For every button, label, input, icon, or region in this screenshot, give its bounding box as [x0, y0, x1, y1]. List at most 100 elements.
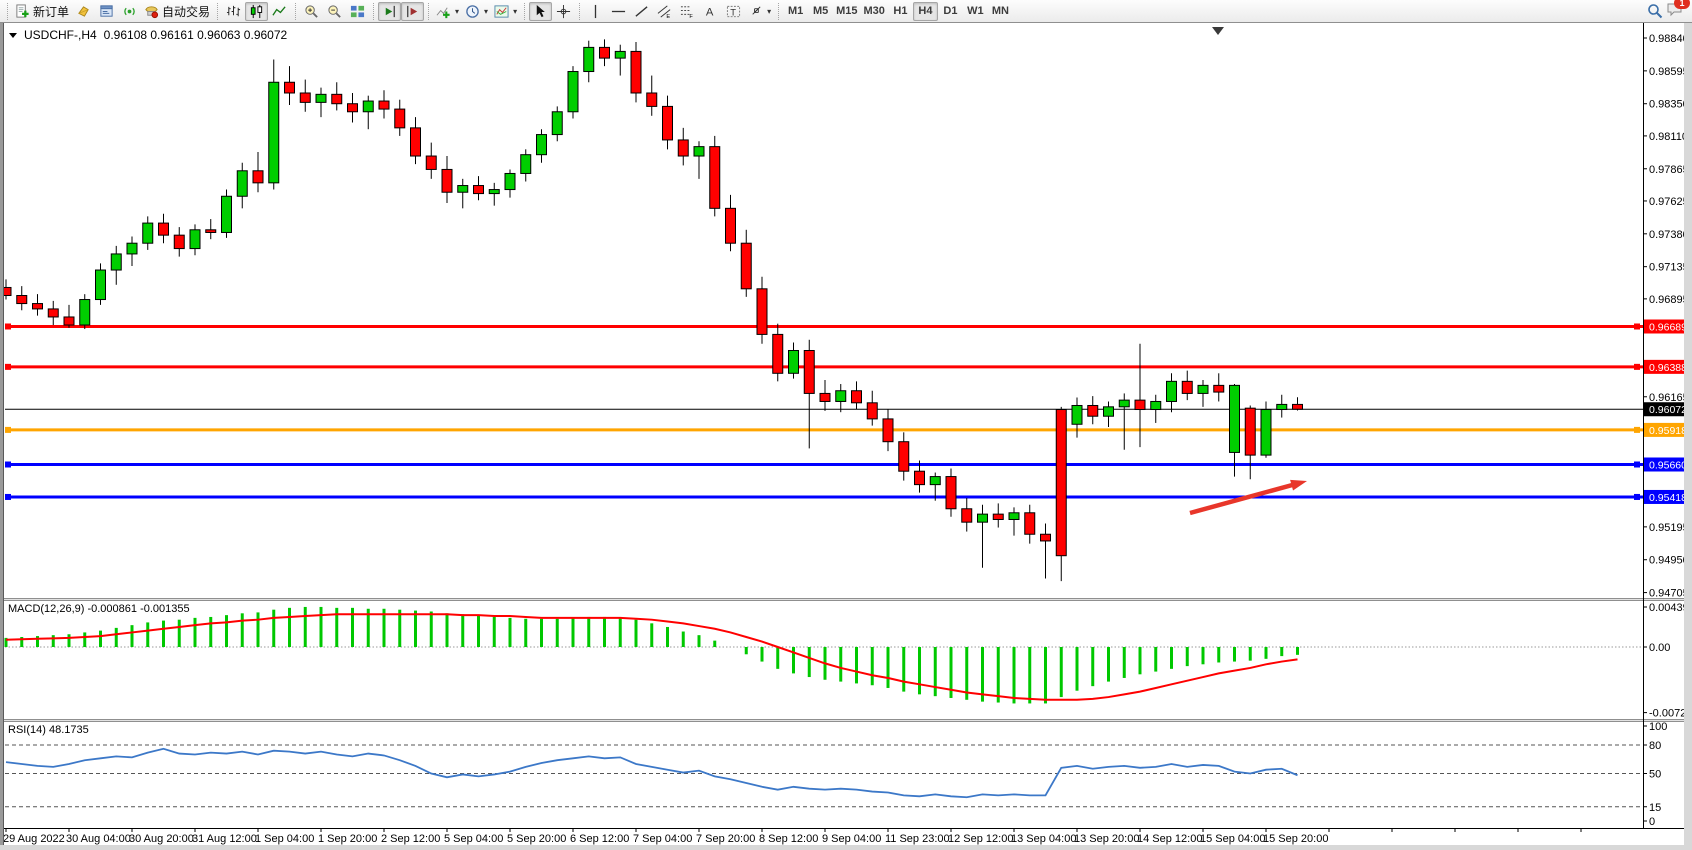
candle-body — [630, 50, 642, 94]
line-handle[interactable] — [5, 363, 11, 370]
horizontal-line-icon — [612, 10, 626, 12]
price-tick-label: 0.98595 — [1649, 66, 1689, 78]
tile-windows-icon — [350, 5, 365, 17]
chart-title[interactable]: USDCHF-,H4 0.96108 0.96161 0.96063 0.960… — [9, 28, 287, 42]
candle-body — [1071, 404, 1083, 425]
pane-separator[interactable] — [0, 719, 1692, 722]
time-tick-label: 8 Sep 12:00 — [759, 833, 818, 845]
horizontal-line-tool-button[interactable] — [607, 2, 630, 21]
svg-text:A: A — [706, 6, 714, 18]
auto-scroll-icon — [385, 5, 395, 17]
auto-trading-button[interactable]: 自动交易 — [141, 2, 213, 21]
macd-signal-line — [5, 613, 1298, 701]
candle-body — [95, 269, 106, 301]
candle-body — [725, 207, 736, 244]
candle-body — [898, 441, 910, 472]
zoom-out-button[interactable] — [323, 2, 346, 21]
macd-pane — [4, 606, 1643, 704]
notifications-button[interactable]: 1 — [1666, 0, 1690, 22]
new-order-label: 新订单 — [33, 4, 70, 19]
vertical-line-tool-button[interactable] — [584, 2, 607, 21]
candle-body — [709, 146, 721, 209]
tab-m1[interactable]: M1 — [787, 5, 804, 17]
tab-m30[interactable]: M30 — [863, 5, 885, 17]
candle-body — [441, 168, 453, 193]
line-handle[interactable] — [1634, 461, 1640, 468]
label-tool-button[interactable]: T — [722, 2, 745, 21]
tile-windows-button[interactable] — [346, 2, 369, 21]
time-tick-label: 7 Sep 04:00 — [633, 833, 692, 845]
tab-m15[interactable]: M15 — [836, 5, 858, 17]
line-handle[interactable] — [5, 493, 11, 500]
candle-body — [599, 46, 610, 59]
bar-chart-icon — [226, 5, 241, 16]
rsi-line — [5, 747, 1298, 799]
chart-shift-icon — [407, 5, 418, 17]
toolbar-grip — [7, 2, 8, 20]
tab-h4[interactable]: H4 — [912, 1, 938, 21]
metaeditor-button[interactable] — [72, 2, 95, 21]
line-chart-mode-button[interactable] — [268, 2, 291, 21]
auto-scroll-button[interactable] — [378, 1, 402, 21]
candle-body — [1134, 399, 1146, 411]
equidistant-channel-tool-button[interactable]: E — [653, 2, 676, 21]
line-handle[interactable] — [5, 323, 11, 330]
line-handle[interactable] — [5, 426, 11, 433]
bar-chart-mode-button[interactable] — [222, 2, 245, 21]
terminal-window-button[interactable] — [95, 2, 118, 21]
channel-icon: E — [657, 5, 671, 19]
chart-shift-button[interactable] — [401, 1, 425, 21]
terminal-window-icon — [100, 4, 113, 17]
tab-h1[interactable]: H1 — [893, 5, 908, 17]
time-tick-label: 5 Sep 20:00 — [507, 833, 566, 845]
candle-body — [1260, 409, 1272, 456]
tab-w1[interactable]: W1 — [967, 5, 984, 17]
arrows-tool-button[interactable]: ▾ — [745, 2, 774, 21]
crosshair-button[interactable] — [552, 2, 575, 21]
dropdown-arrow-icon: ▾ — [767, 6, 772, 16]
line-handle[interactable] — [1634, 363, 1640, 370]
tab-d1[interactable]: D1 — [943, 5, 958, 17]
pane-separator[interactable] — [0, 598, 1692, 601]
candle-body — [551, 111, 563, 136]
line-handle[interactable] — [1634, 323, 1640, 330]
toolbar-separator — [373, 2, 375, 20]
text-tool-button[interactable]: A — [699, 2, 722, 21]
svg-text:0.95918: 0.95918 — [1649, 425, 1687, 437]
new-order-button[interactable]: 新订单 — [12, 2, 72, 21]
tab-mn[interactable]: MN — [991, 5, 1009, 17]
candle-body — [1181, 380, 1193, 394]
candle-body — [992, 513, 1004, 520]
candlestick-mode-button[interactable] — [245, 1, 269, 21]
candle-body — [914, 470, 925, 486]
trend-arrow[interactable] — [1189, 479, 1307, 516]
indicators-button[interactable]: ▾ — [433, 2, 462, 21]
notification-count-badge: 1 — [1674, 0, 1690, 9]
toolbar-separator — [217, 2, 219, 20]
search-icon — [1647, 4, 1662, 19]
search-button[interactable] — [1643, 2, 1666, 21]
price-axis[interactable]: 0.98840 0.98595 0.98350 0.98110 0.97865 0.976… — [0, 23, 1692, 829]
line-handle[interactable] — [5, 461, 11, 468]
periods-button[interactable]: ▾ — [462, 2, 491, 21]
candle-body — [866, 402, 878, 420]
templates-button[interactable]: ▾ — [491, 2, 520, 21]
trendline-tool-button[interactable] — [630, 2, 653, 21]
tab-m5[interactable]: M5 — [812, 5, 829, 17]
line-handle[interactable] — [1634, 426, 1640, 433]
svg-text:0.95418: 0.95418 — [1649, 492, 1687, 504]
horizontal-lines[interactable] — [5, 323, 1643, 500]
cursor-button[interactable] — [529, 1, 553, 21]
line-handle[interactable] — [1634, 493, 1640, 500]
dropdown-arrow-icon: ▾ — [455, 6, 460, 16]
price-tick-label: 0.98840 — [1649, 33, 1689, 45]
candle-body — [1024, 512, 1036, 535]
shift-marker-icon[interactable] — [1212, 27, 1224, 35]
signals-button[interactable] — [118, 2, 141, 21]
candle-body — [788, 349, 799, 374]
fibonacci-tool-button[interactable]: F — [676, 2, 699, 21]
dropdown-arrow-icon: ▾ — [513, 6, 518, 16]
zoom-in-button[interactable] — [300, 2, 323, 21]
